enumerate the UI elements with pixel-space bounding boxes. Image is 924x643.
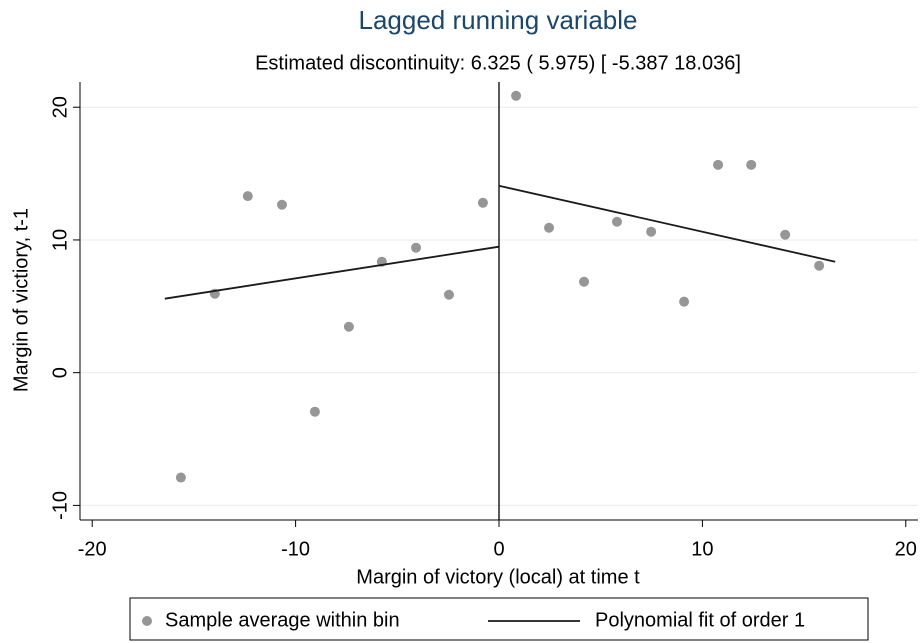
data-point [309, 406, 320, 417]
data-point [713, 159, 724, 170]
x-tick-label: 10 [691, 538, 713, 560]
legend-label: Polynomial fit of order 1 [595, 609, 805, 631]
chart-title: Lagged running variable [359, 5, 638, 35]
data-point [411, 242, 422, 253]
data-point [443, 289, 454, 300]
data-point [343, 321, 354, 332]
data-point [646, 226, 657, 237]
y-tick-label: -10 [49, 491, 71, 520]
data-point [276, 199, 287, 210]
x-tick-label: -20 [78, 538, 107, 560]
x-tick-label: -10 [281, 538, 310, 560]
legend-marker [142, 616, 152, 626]
data-point [780, 229, 791, 240]
x-tick-label: 20 [895, 538, 917, 560]
y-tick-label: 0 [49, 367, 71, 378]
y-tick-label: 10 [49, 229, 71, 251]
data-point [175, 472, 186, 483]
data-point [679, 296, 690, 307]
data-point [814, 260, 825, 271]
data-point [544, 222, 555, 233]
legend-box [129, 597, 869, 641]
data-point [242, 191, 253, 202]
data-point [579, 276, 590, 287]
data-point [746, 159, 757, 170]
data-point [611, 216, 622, 227]
x-axis-title: Margin of victory (local) at time t [356, 566, 640, 588]
chart-subtitle: Estimated discontinuity: 6.325 ( 5.975) … [255, 52, 741, 74]
fit-line [164, 184, 836, 300]
y-axis-title: Margin of victiory, t-1 [10, 208, 32, 392]
data-point [511, 90, 522, 101]
data-point [477, 197, 488, 208]
y-tick-label: 20 [49, 96, 71, 118]
x-tick-label: 0 [493, 538, 504, 560]
legend-label: Sample average within bin [165, 609, 400, 631]
